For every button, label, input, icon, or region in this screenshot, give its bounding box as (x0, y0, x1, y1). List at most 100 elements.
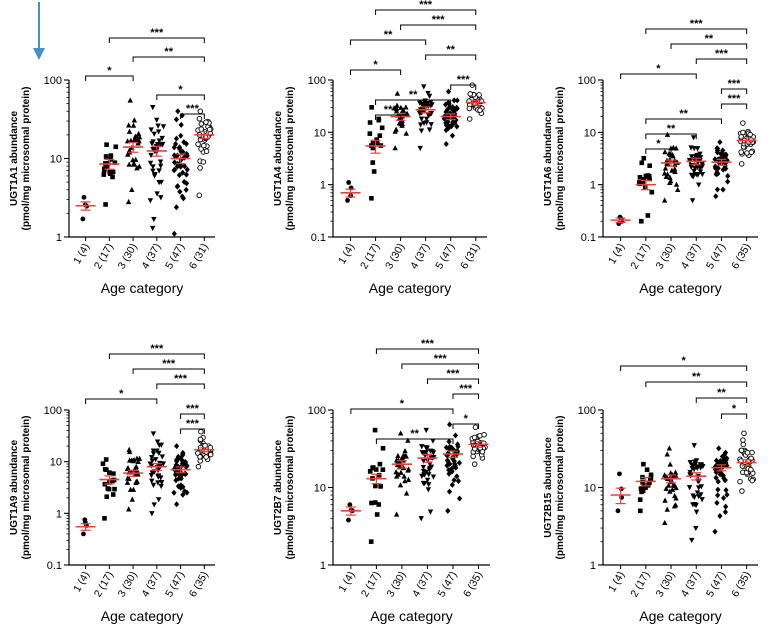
data-point (452, 432, 459, 439)
bracket-label: ** (667, 123, 676, 135)
x-tick-label: 5 (47) (704, 242, 728, 272)
points-3 (661, 445, 679, 526)
data-point (725, 178, 731, 185)
data-point (637, 175, 643, 180)
data-point (694, 465, 700, 471)
data-point (151, 216, 157, 223)
data-point (674, 186, 681, 192)
data-point (393, 126, 399, 132)
data-point (416, 111, 423, 117)
data-point (417, 122, 424, 128)
bracket-label: * (656, 138, 661, 150)
bracket-label: ** (692, 371, 701, 383)
significance-bracket: ** (645, 108, 722, 124)
bracket-line (426, 378, 480, 384)
y-tick-label: 0.1 (47, 560, 62, 572)
significance-bracket: * (85, 65, 134, 81)
significance-bracket: * (645, 138, 672, 154)
data-point (369, 195, 374, 201)
data-point (665, 482, 672, 488)
data-point (661, 197, 668, 203)
data-point (103, 154, 109, 159)
data-point (398, 469, 404, 475)
data-point (160, 124, 167, 130)
y-axis-label: UGT1A4 abundance (273, 111, 284, 206)
data-point (638, 486, 644, 491)
data-point (470, 453, 476, 460)
data-point (102, 167, 107, 173)
data-point (427, 461, 433, 467)
data-point (131, 117, 138, 123)
data-point (451, 97, 457, 104)
data-point (107, 171, 113, 176)
bracket-line (375, 114, 402, 120)
data-point (131, 137, 137, 143)
data-point (445, 507, 451, 514)
data-point (402, 453, 409, 459)
points-4 (147, 431, 167, 517)
y-tick-label: 100 (44, 75, 62, 87)
data-point (124, 479, 131, 485)
data-point (377, 133, 383, 138)
data-point (425, 482, 432, 488)
data-point (155, 480, 161, 486)
x-tick-label: 6 (31) (187, 242, 211, 272)
data-point (181, 163, 188, 170)
y-axis-sublabel: (pmol/mg microsomal protein) (285, 416, 296, 560)
y-tick-label: 100 (578, 405, 596, 417)
bracket-label: ** (164, 46, 173, 58)
y-tick-label: 100 (44, 405, 62, 417)
y-tick-label: 10 (50, 457, 62, 469)
points-4 (686, 135, 706, 204)
data-point (127, 97, 133, 103)
bracket-line (108, 37, 205, 43)
data-point (647, 163, 652, 169)
data-point (184, 489, 190, 496)
data-point (425, 487, 432, 493)
data-point (207, 451, 214, 458)
data-point (418, 128, 425, 134)
data-point (744, 449, 751, 456)
bracket-line (450, 84, 477, 90)
data-point (80, 216, 86, 222)
significance-bracket: *** (180, 418, 205, 434)
data-point (421, 84, 427, 90)
data-point (126, 506, 132, 512)
significance-bracket: ** (350, 29, 427, 45)
data-point (173, 463, 179, 470)
bracket-line (452, 393, 480, 399)
x-tick-label: 5 (47) (435, 570, 459, 600)
data-point (371, 169, 377, 174)
x-tick-label: 5 (47) (704, 570, 728, 600)
data-point (152, 457, 159, 463)
y-tick-label: 10 (314, 127, 326, 139)
points-3 (661, 131, 681, 203)
data-point (394, 90, 401, 96)
data-point (447, 421, 453, 428)
data-point (400, 110, 407, 116)
data-point (637, 508, 643, 514)
data-point (723, 503, 729, 510)
bracket-line (645, 381, 748, 387)
x-tick-label: 4 (37) (408, 242, 432, 272)
x-tick-label: 2 (17) (359, 570, 383, 600)
data-point (739, 488, 745, 494)
data-point (666, 179, 673, 186)
data-point (472, 424, 479, 430)
bracket-label: *** (457, 74, 471, 86)
data-point (451, 477, 457, 484)
data-point (722, 477, 728, 484)
data-point (112, 486, 117, 492)
x-tick-label: 3 (30) (383, 242, 407, 272)
data-point (178, 162, 184, 169)
significance-bracket: *** (401, 353, 480, 369)
data-point (647, 476, 653, 482)
data-point (441, 115, 447, 122)
data-point (393, 511, 400, 517)
x-tick-label: 4 (37) (410, 570, 434, 600)
data-point (158, 163, 164, 169)
data-point (403, 490, 410, 496)
significance-bracket: *** (452, 383, 480, 399)
data-point (452, 119, 458, 126)
data-point (126, 122, 132, 128)
